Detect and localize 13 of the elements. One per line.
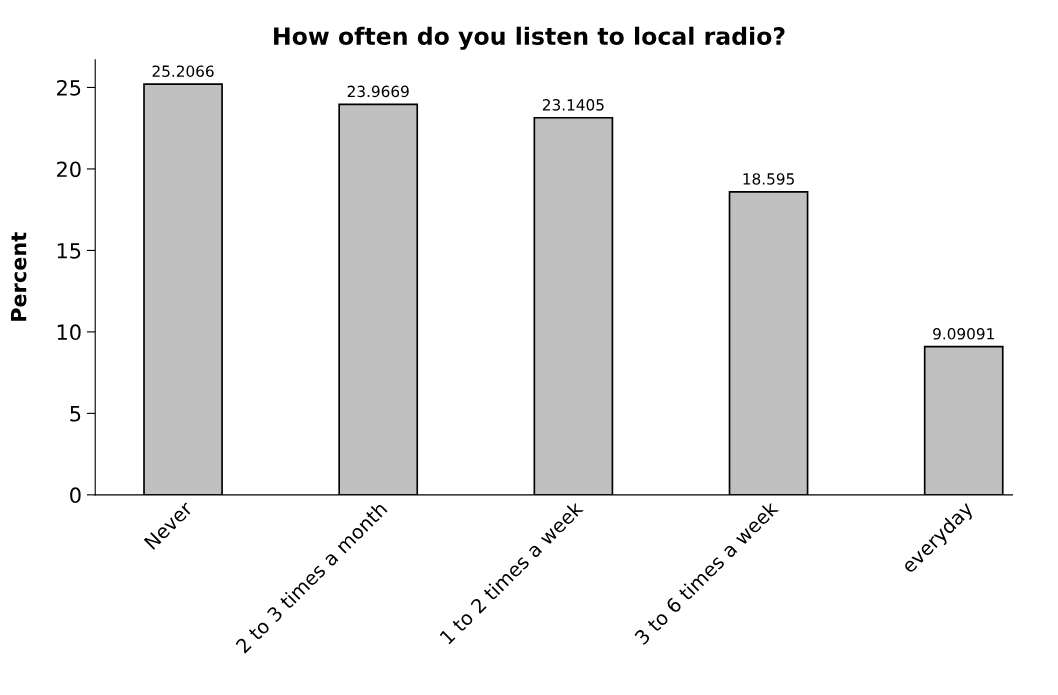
y-tick-label: 5: [70, 406, 81, 422]
data-label: 18.595: [743, 173, 794, 185]
chart-title: How often do you listen to local radio?: [274, 26, 785, 50]
y-tick-label: 10: [57, 324, 81, 341]
y-tick-label: 20: [57, 161, 81, 178]
data-label: 25.2066: [152, 65, 214, 77]
y-tick-label: 25: [57, 79, 81, 96]
data-label: 9.09091: [933, 328, 994, 340]
y-tick-label: 15: [57, 243, 81, 259]
data-label: 23.9669: [347, 85, 409, 98]
data-label: 23.1405: [542, 99, 604, 111]
y-tick-label: 0: [70, 487, 81, 504]
y-axis-title: Percent: [10, 232, 27, 321]
